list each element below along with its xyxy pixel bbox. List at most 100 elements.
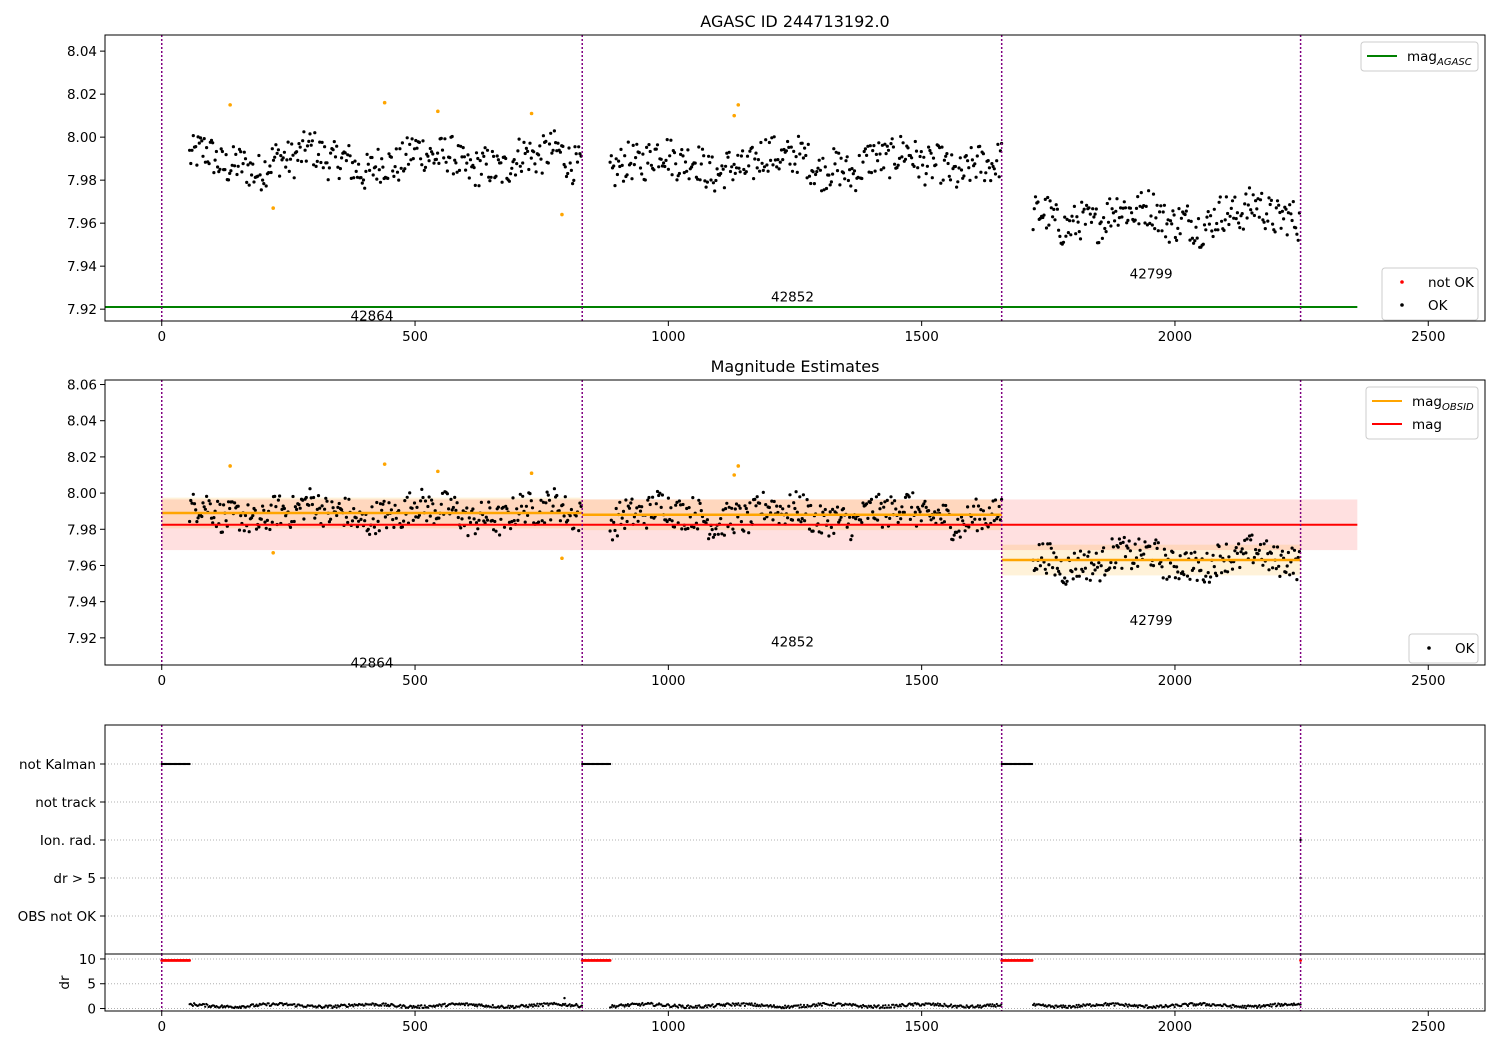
dr-point	[752, 1004, 756, 1007]
ok-point	[938, 146, 942, 150]
ok-point	[387, 501, 391, 505]
ok-point	[248, 161, 252, 165]
ok-point	[1193, 239, 1197, 243]
ok-point	[1132, 561, 1136, 566]
ok-point	[529, 156, 533, 160]
x-tick-label: 1500	[904, 1019, 938, 1035]
ok-point	[848, 168, 852, 172]
ok-point	[893, 499, 897, 503]
dr-point	[1229, 1004, 1232, 1007]
dr-point	[911, 1002, 914, 1006]
ok-point	[420, 487, 424, 491]
ok-point	[468, 158, 473, 162]
ok-point	[883, 500, 887, 504]
y-tick-label: 7.92	[67, 631, 97, 647]
ok-point	[1183, 212, 1187, 217]
ok-point	[927, 145, 931, 149]
ok-point	[549, 518, 553, 522]
ok-point	[343, 151, 347, 155]
ok-point	[748, 149, 752, 153]
ok-point	[713, 533, 717, 537]
ok-point	[507, 179, 511, 183]
dr-point	[1151, 1006, 1154, 1010]
ok-point	[1134, 556, 1139, 560]
ok-point	[1273, 230, 1277, 234]
ok-point	[725, 151, 729, 155]
ok-point	[913, 139, 917, 144]
ok-point	[1155, 546, 1159, 551]
ok-point	[719, 517, 723, 521]
ok-point	[854, 189, 858, 193]
ok-point	[984, 171, 988, 175]
ok-point	[625, 173, 629, 177]
ok-point	[1164, 553, 1168, 557]
ok-point	[787, 504, 791, 508]
dr-point	[1173, 1006, 1176, 1009]
ok-point	[522, 140, 526, 144]
ok-point	[698, 501, 702, 505]
ok-point	[577, 529, 581, 533]
ok-point	[978, 517, 982, 521]
dr-point	[1154, 1006, 1157, 1010]
ok-point	[284, 514, 288, 518]
dr-point	[383, 1004, 386, 1007]
ok-point	[1289, 212, 1293, 216]
ok-point	[911, 491, 915, 495]
ok-point	[1119, 541, 1123, 546]
ok-point	[736, 153, 740, 157]
dr-point	[954, 1004, 957, 1007]
dr-point	[943, 1002, 946, 1006]
ok-point	[1260, 191, 1264, 195]
ok-point	[1058, 572, 1062, 576]
ok-point	[236, 164, 240, 168]
ok-point	[772, 499, 776, 504]
ok-point	[758, 501, 762, 505]
ok-point	[913, 510, 917, 514]
ok-point	[504, 156, 508, 161]
ok-point	[1245, 537, 1249, 541]
ok-point	[538, 144, 542, 148]
ok-point	[700, 147, 705, 151]
ok-point	[1105, 201, 1109, 206]
dr-point	[681, 1004, 684, 1007]
ok-point	[1184, 209, 1188, 213]
ok-point	[1275, 199, 1280, 203]
ok-point	[1268, 202, 1272, 207]
ok-point	[888, 176, 892, 180]
ok-point	[298, 145, 302, 149]
ok-point	[809, 181, 813, 186]
ok-point	[670, 173, 674, 177]
not-kalman-point	[609, 762, 612, 766]
ok-point	[670, 519, 674, 523]
ok-point	[645, 145, 649, 149]
ok-point	[872, 144, 876, 148]
ok-point	[895, 166, 899, 170]
ok-point	[411, 157, 415, 161]
ok-point	[917, 175, 921, 179]
ok-point	[986, 159, 990, 163]
ok-point	[461, 146, 465, 150]
ok-point	[392, 525, 396, 530]
ok-point	[1279, 553, 1283, 557]
ok-point	[625, 519, 629, 524]
ok-point	[1250, 211, 1254, 215]
ok-point	[1266, 552, 1270, 556]
ok-point	[338, 167, 342, 171]
ok-point	[397, 178, 401, 182]
y-tick-label: 0	[87, 1002, 96, 1018]
dr-point	[1242, 1006, 1245, 1009]
ok-point	[295, 150, 299, 154]
ok-point	[705, 518, 710, 522]
ok-point	[1128, 549, 1132, 553]
ok-point	[498, 533, 502, 537]
ok-point	[613, 528, 617, 533]
ok-point	[524, 504, 529, 508]
ok-point	[959, 515, 964, 519]
dr-point	[706, 1006, 709, 1009]
ok-point	[1206, 210, 1210, 214]
ok-point	[366, 162, 370, 166]
ok-point	[1123, 206, 1128, 210]
suspect-point	[436, 109, 440, 114]
ok-point	[324, 496, 328, 500]
ok-point	[969, 146, 973, 150]
